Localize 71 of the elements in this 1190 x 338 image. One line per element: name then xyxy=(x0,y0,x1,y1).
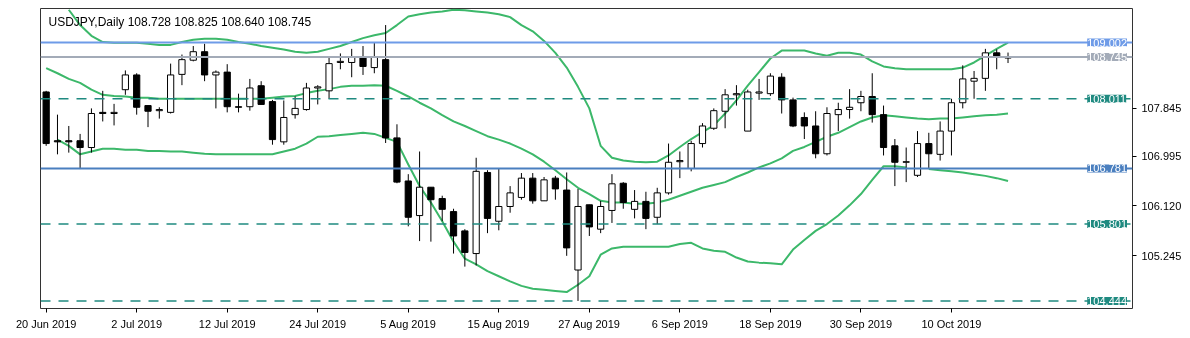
ref-line-label: 106.781 xyxy=(1087,162,1127,175)
y-tick-label: 107.845 xyxy=(1141,102,1182,115)
candlestick xyxy=(630,189,639,219)
candlestick xyxy=(540,176,548,202)
candlestick xyxy=(529,172,537,205)
ref-line-label: 108.745 xyxy=(1087,51,1127,64)
candlestick xyxy=(834,102,842,132)
y-tick-label: 106.120 xyxy=(1141,199,1182,212)
candlestick xyxy=(766,72,774,97)
ref-line-label: 104.444 xyxy=(1087,294,1127,307)
candlestick xyxy=(755,78,763,101)
candlestick xyxy=(110,103,118,126)
candlestick xyxy=(597,200,605,234)
candlestick xyxy=(925,132,933,170)
x-tick-label: 27 Aug 2019 xyxy=(558,317,620,330)
candlestick xyxy=(76,133,84,170)
y-tick-label: 105.245 xyxy=(1141,249,1182,262)
candlestick xyxy=(302,82,311,112)
candlestick xyxy=(800,111,808,140)
candlestick xyxy=(902,147,910,183)
ref-line-label: 109.002 xyxy=(1087,36,1127,49)
x-tick-label: 20 Jun 2019 xyxy=(15,317,77,330)
x-tick-label: 2 Jul 2019 xyxy=(111,317,163,330)
candlestick xyxy=(585,204,593,237)
candlestick xyxy=(246,78,254,112)
candlestick xyxy=(936,120,944,162)
candlestick xyxy=(506,185,514,214)
x-tick-label: 6 Sep 2019 xyxy=(651,317,708,330)
candlestick xyxy=(144,105,152,128)
candlestick xyxy=(619,181,627,210)
x-tick-label: 24 Jul 2019 xyxy=(289,317,347,330)
x-tick-label: 12 Jul 2019 xyxy=(198,317,256,330)
candlestick xyxy=(65,125,73,154)
candlestick xyxy=(642,191,650,230)
candlestick xyxy=(212,69,220,109)
candlestick xyxy=(178,54,186,86)
candlestick xyxy=(200,43,209,82)
y-tick-label: 106.995 xyxy=(1141,150,1182,163)
x-tick-label: 15 Aug 2019 xyxy=(467,317,530,330)
candlestick xyxy=(155,106,163,120)
x-tick-label: 10 Oct 2019 xyxy=(921,317,982,330)
candlestick xyxy=(698,122,707,149)
candlestick xyxy=(710,107,718,131)
candlestick xyxy=(517,172,526,201)
candlestick xyxy=(234,93,243,113)
candlestick xyxy=(291,96,299,120)
candlestick xyxy=(970,70,978,100)
ref-line-label: 105.801 xyxy=(1087,218,1127,231)
candlestick xyxy=(891,138,899,187)
candlestick xyxy=(461,228,469,268)
candlestick xyxy=(495,168,503,231)
candlestick xyxy=(721,88,729,129)
candlestick xyxy=(959,64,967,109)
candlestick xyxy=(99,90,107,122)
candlestick xyxy=(359,45,367,76)
candlestick xyxy=(778,72,786,115)
candlestick xyxy=(438,195,446,222)
ref-line-label: 108.011 xyxy=(1087,92,1127,105)
candlestick xyxy=(314,84,322,105)
candlestick xyxy=(676,151,684,179)
candlestick xyxy=(845,88,854,120)
candlestick xyxy=(427,186,435,243)
x-tick-label: 30 Sep 2019 xyxy=(829,317,893,330)
candlestick xyxy=(857,90,865,112)
candlestick xyxy=(868,72,876,124)
candlestick xyxy=(732,84,741,107)
candlestick xyxy=(121,69,129,96)
candlestick xyxy=(551,175,559,201)
x-tick-label: 5 Aug 2019 xyxy=(380,317,436,330)
candlestick xyxy=(53,114,62,155)
x-tick-label: 18 Sep 2019 xyxy=(739,317,802,330)
